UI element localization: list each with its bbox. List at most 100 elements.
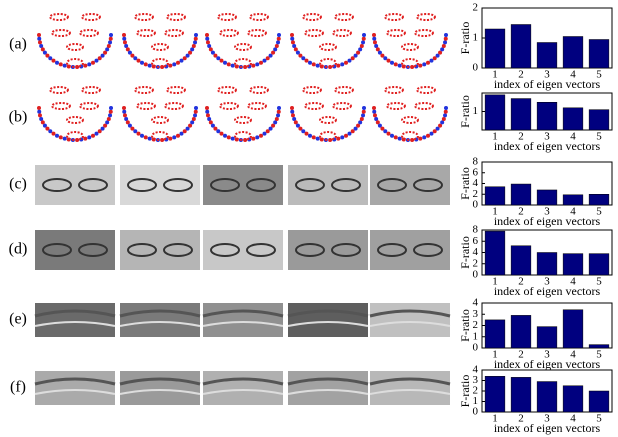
landmark (223, 134, 227, 138)
landmark (216, 129, 220, 133)
facial-feature (235, 59, 251, 67)
landmark (273, 47, 277, 51)
landmark (205, 106, 209, 110)
facial-feature (52, 30, 70, 36)
image-background (288, 230, 368, 270)
landmark (373, 40, 377, 44)
bar (485, 187, 505, 205)
bar (563, 195, 583, 205)
bar (511, 315, 531, 348)
landmark (347, 132, 351, 136)
landmark (220, 132, 224, 136)
landmark (105, 120, 109, 124)
landmark (259, 134, 263, 138)
facial-feature (152, 132, 168, 140)
landmark (194, 33, 198, 37)
face-shape (372, 14, 448, 69)
landmark (63, 64, 67, 68)
facial-feature (82, 14, 100, 20)
y-tick-label: 0 (473, 269, 479, 281)
landmark (422, 62, 426, 66)
landmark (190, 47, 194, 51)
landmark (442, 44, 446, 48)
texture-image (370, 165, 450, 205)
landmark (429, 132, 433, 136)
facial-feature (167, 14, 185, 20)
image-background (370, 165, 450, 205)
image-background (35, 230, 115, 270)
landmark (398, 64, 402, 68)
landmark (444, 37, 448, 41)
row-label: (f) (10, 379, 26, 396)
landmark (301, 129, 305, 133)
landmark (83, 64, 87, 68)
landmark (122, 37, 126, 41)
landmark (276, 113, 280, 117)
landmark (362, 33, 366, 37)
image-background (370, 230, 450, 270)
landmark (372, 33, 376, 37)
landmark (108, 113, 112, 117)
landmark (308, 61, 312, 65)
bar (537, 190, 557, 205)
landmark (360, 44, 364, 48)
landmark (122, 106, 126, 110)
facial-feature (402, 59, 418, 67)
image-background (288, 165, 368, 205)
facial-feature (50, 14, 68, 20)
row-label: (a) (9, 36, 27, 53)
landmark (39, 117, 43, 121)
image-background (35, 371, 115, 405)
image-background (120, 371, 200, 405)
bar (563, 386, 583, 412)
landmark (444, 106, 448, 110)
landmark (59, 135, 63, 139)
landmark (55, 134, 59, 138)
y-tick-label: 0 (473, 199, 479, 211)
y-tick-label: 6 (473, 166, 479, 178)
landmark (291, 40, 295, 44)
facial-feature (235, 117, 251, 123)
landmark (193, 113, 197, 117)
facial-feature (305, 30, 323, 36)
y-tick-label: 2 (473, 188, 479, 200)
facial-feature (402, 44, 418, 50)
landmark (273, 120, 277, 124)
landmark (38, 113, 42, 117)
landmark (227, 135, 231, 139)
landmark (277, 37, 281, 41)
landmark (426, 134, 430, 138)
facial-feature (402, 132, 418, 140)
landmark (444, 33, 448, 37)
landmark (192, 117, 196, 121)
image-background (370, 303, 450, 337)
landmark (308, 134, 312, 138)
face-shape (290, 14, 366, 69)
y-tick-label: 1 (473, 395, 479, 407)
facial-feature (52, 103, 70, 109)
landmark (109, 33, 113, 37)
landmark (316, 137, 320, 141)
landmark (140, 61, 144, 65)
face-shape (205, 87, 281, 142)
row-label: (c) (9, 176, 27, 193)
landmark (94, 59, 98, 63)
bar (511, 25, 531, 69)
landmark (361, 40, 365, 44)
landmark (144, 62, 148, 66)
landmark (91, 134, 95, 138)
facial-feature (152, 59, 168, 67)
image-background (35, 165, 115, 205)
facial-feature (335, 14, 353, 20)
landmark (39, 44, 43, 48)
landmark (394, 62, 398, 66)
landmark (394, 135, 398, 139)
image-background (120, 303, 200, 337)
facial-feature (67, 132, 83, 140)
x-axis-label: index of eigen vectors (494, 139, 601, 153)
landmark (205, 33, 209, 37)
landmark (290, 33, 294, 37)
facial-feature (417, 87, 435, 93)
y-tick-label: 1 (473, 330, 479, 342)
facial-feature (385, 14, 403, 20)
